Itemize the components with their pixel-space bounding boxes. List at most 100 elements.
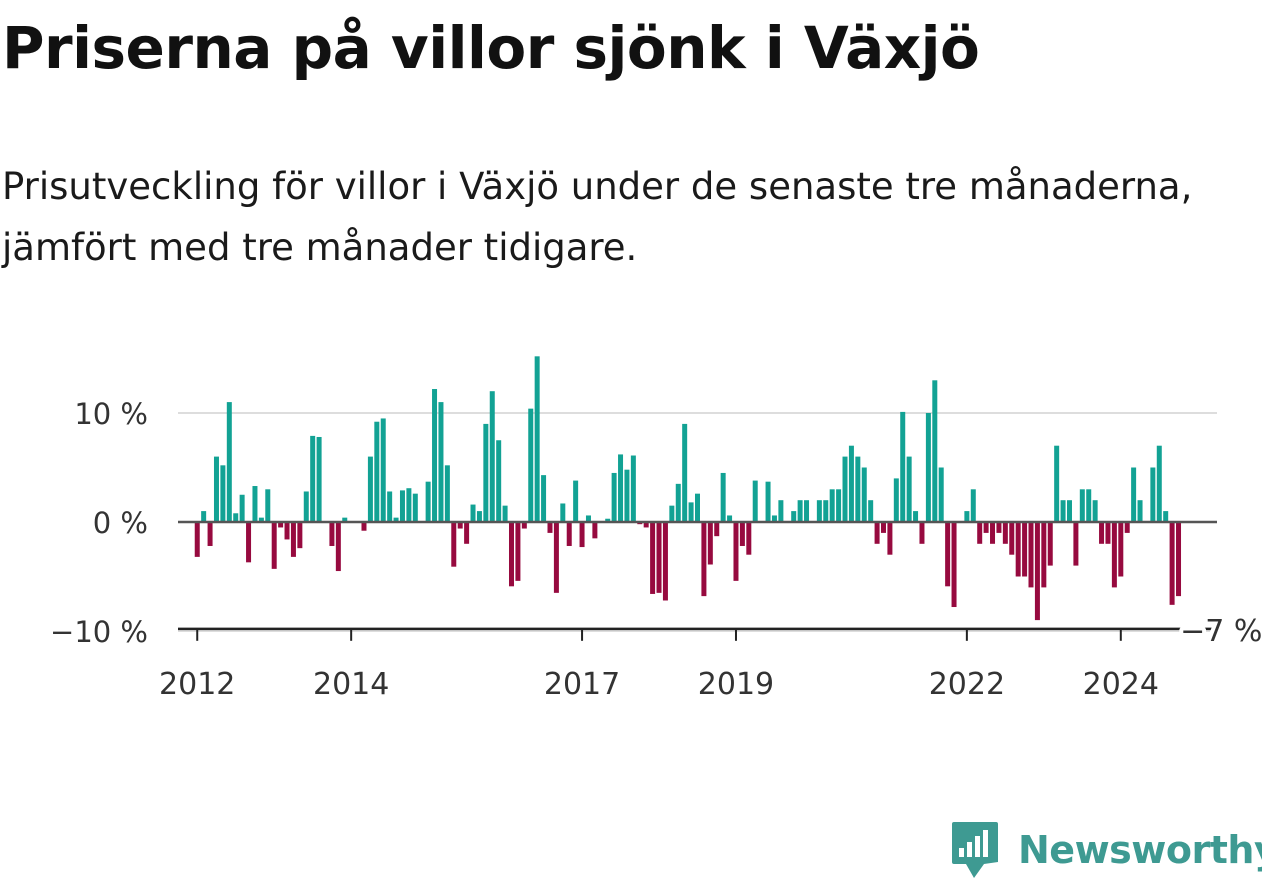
bar	[746, 522, 752, 555]
bar	[605, 518, 611, 522]
bar	[290, 522, 296, 557]
bar	[502, 505, 508, 522]
bar	[1156, 445, 1162, 522]
bar	[791, 511, 797, 522]
bar	[560, 503, 566, 522]
bar	[1131, 467, 1137, 522]
bar	[675, 483, 681, 522]
brand-logo: Newsworthy	[950, 818, 1262, 882]
bar	[329, 522, 335, 546]
bar	[951, 522, 957, 608]
bar	[1079, 489, 1085, 522]
bar	[220, 465, 226, 522]
bar	[669, 505, 675, 522]
bar	[624, 469, 630, 522]
bar	[797, 500, 803, 522]
bar	[861, 467, 867, 522]
bar	[688, 502, 694, 522]
bar	[893, 478, 899, 522]
bar	[207, 522, 213, 546]
bar	[990, 522, 996, 544]
bar	[579, 522, 585, 548]
bar	[618, 454, 624, 522]
bar	[848, 445, 854, 522]
bar	[1022, 522, 1028, 577]
bar	[630, 455, 636, 522]
x-tick-label: 2017	[544, 667, 620, 702]
bar	[278, 522, 284, 528]
bar	[432, 389, 438, 522]
bar	[553, 522, 559, 593]
bar	[438, 402, 444, 522]
bar	[1060, 500, 1066, 522]
bar	[925, 413, 931, 522]
bar	[836, 489, 842, 522]
bar	[938, 467, 944, 522]
bar	[201, 511, 207, 522]
bar	[1118, 522, 1124, 577]
bar	[592, 522, 598, 539]
bar	[887, 522, 893, 555]
bar	[1105, 522, 1111, 544]
bar	[900, 411, 906, 522]
bar	[1034, 522, 1040, 621]
bar	[714, 522, 720, 537]
newsworthy-logo-icon	[952, 822, 998, 878]
bar	[1163, 511, 1169, 522]
bar	[316, 436, 322, 522]
bars	[194, 356, 1182, 621]
bar	[1041, 522, 1047, 588]
bar	[444, 465, 450, 522]
bar	[855, 456, 861, 522]
bar	[727, 515, 733, 522]
bar	[823, 500, 829, 522]
bar	[970, 489, 976, 522]
bar	[868, 500, 874, 522]
bar	[265, 489, 271, 522]
bar	[515, 522, 521, 581]
bar	[374, 421, 380, 522]
bar	[297, 522, 303, 549]
axes	[178, 520, 1217, 641]
bar	[1124, 522, 1130, 533]
bar	[509, 522, 514, 587]
bar	[983, 522, 989, 533]
bar	[470, 504, 476, 522]
bar	[399, 490, 405, 522]
bar	[342, 517, 348, 522]
bar	[682, 423, 688, 522]
bar	[913, 511, 919, 522]
bar	[1137, 500, 1143, 522]
bar	[489, 391, 495, 522]
bar	[1066, 500, 1072, 522]
bar	[1009, 522, 1015, 555]
bar	[271, 522, 277, 569]
bar	[880, 522, 886, 533]
bar	[246, 522, 252, 563]
bar	[707, 522, 713, 565]
bar	[643, 522, 649, 528]
bar	[701, 522, 707, 597]
bar	[662, 522, 668, 601]
bar	[842, 456, 848, 522]
bar	[380, 418, 386, 522]
bar	[1111, 522, 1117, 588]
bar	[284, 522, 290, 540]
bar	[425, 481, 431, 522]
bar	[252, 486, 258, 522]
bar	[585, 515, 591, 522]
bar	[457, 522, 463, 529]
bar	[720, 472, 726, 522]
bar	[335, 522, 341, 572]
bar	[1015, 522, 1021, 577]
bar	[650, 522, 656, 594]
bar	[541, 475, 547, 522]
y-tick-label: 10 %	[74, 397, 148, 431]
bar	[451, 522, 457, 567]
bar	[977, 522, 983, 544]
bar	[932, 380, 938, 522]
bar	[483, 423, 489, 522]
bar	[1169, 522, 1175, 605]
bar	[874, 522, 880, 544]
